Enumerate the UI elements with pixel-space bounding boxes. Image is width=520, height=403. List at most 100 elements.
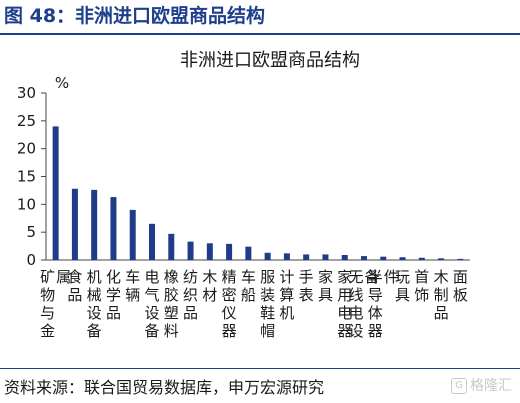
category-label-char: 学 (106, 286, 121, 304)
category-label-char: 料 (164, 322, 179, 340)
category-label-char: 表 (299, 286, 314, 304)
category-label: 纺织品 (183, 268, 198, 322)
bar (245, 246, 252, 260)
category-label-char: 无 (348, 268, 363, 286)
category-label-char: 金 (40, 322, 55, 340)
category-label-char: 计 (279, 268, 294, 286)
category-label-char: 矿 (40, 268, 55, 286)
category-label-char: 器 (368, 322, 383, 340)
category-label-char: 食 (67, 268, 82, 286)
category-label-char: 帽 (260, 322, 275, 340)
category-label-char: 设 (348, 322, 363, 340)
category-label-char: 体 (368, 304, 383, 322)
axis-layer: 0 5 10 15 20 25 30 (17, 84, 470, 269)
y-tick-label: 0 (26, 251, 36, 269)
category-label: 食品 (67, 268, 82, 304)
category-label: 计算机 (279, 268, 294, 322)
category-label-char: 品 (434, 304, 449, 322)
figure-title: 图 48：非洲进口欧盟商品结构 (4, 5, 266, 27)
category-label-char: 具 (318, 286, 333, 304)
category-label-char: 化 (106, 268, 121, 286)
watermark-logo-icon: G (451, 378, 467, 394)
category-label-char: 器 (337, 322, 352, 340)
category-label-char: 属 (56, 268, 71, 286)
category-label-char: 器 (222, 322, 237, 340)
category-label-char: 物 (40, 286, 55, 304)
watermark: G 格隆汇 (451, 375, 512, 395)
category-label-char: 服 (260, 268, 275, 286)
category-label: 家具 (318, 268, 333, 304)
category-label-char: 导 (368, 286, 383, 304)
category-label-char: 电 (144, 268, 159, 286)
category-label-char: 与 (40, 304, 55, 322)
category-label-layer: 矿物与金属食品机械设备化学品车辆电气设备橡胶塑料纺织品木材精密仪器车船服装鞋帽计… (40, 268, 468, 340)
bar (226, 243, 233, 260)
y-tick-label: 15 (17, 168, 36, 186)
bar (71, 188, 78, 260)
category-label-char: 电 (348, 304, 363, 322)
category-label-char: 胶 (164, 286, 179, 304)
bar (206, 243, 213, 260)
bar (283, 253, 290, 260)
category-label-char: 织 (183, 286, 198, 304)
category-label-char: 品 (106, 304, 121, 322)
category-label: 手表 (299, 268, 314, 304)
category-label-char: 家 (318, 268, 333, 286)
y-tick-label: 5 (26, 223, 36, 241)
category-label-char: 线 (348, 286, 363, 304)
category-label-char: 装 (260, 286, 275, 304)
y-tick-label: 30 (17, 84, 36, 102)
category-label-char: 品 (67, 286, 82, 304)
y-tick-label: 25 (17, 112, 36, 130)
watermark-text: 格隆汇 (470, 378, 512, 394)
bar (457, 258, 464, 260)
bar (110, 197, 117, 260)
bar (438, 258, 445, 260)
category-label-char: 鞋 (260, 304, 275, 322)
category-label-char: 塑 (164, 304, 179, 322)
bar (91, 189, 98, 260)
category-label: 化学品 (106, 268, 121, 322)
category-label-char: 车 (241, 268, 256, 286)
category-label: 车辆 (125, 268, 140, 304)
category-label-char: 制 (434, 286, 449, 304)
category-label-char: 木 (202, 268, 217, 286)
category-label-char: 船 (241, 286, 256, 304)
category-label: 木制品 (434, 268, 449, 322)
category-label-char: 算 (279, 286, 294, 304)
category-label-char: 半 (368, 268, 383, 286)
category-label-char: 电 (337, 304, 352, 322)
y-tick-label: 20 (17, 140, 36, 158)
category-label-char: 设 (144, 304, 159, 322)
source-rule (0, 368, 520, 369)
y-axis-unit: % (55, 74, 69, 92)
bar (187, 241, 194, 260)
category-label-char: 备 (87, 322, 102, 340)
category-label-char: 玩 (395, 268, 410, 286)
bar (361, 256, 367, 260)
category-label-char: 件 (384, 268, 399, 286)
bar (418, 257, 425, 260)
bar (380, 256, 387, 260)
category-label-char: 气 (144, 286, 159, 304)
category-label-char: 具 (395, 286, 410, 304)
bar (52, 126, 59, 261)
category-label-char: 备 (364, 268, 379, 286)
category-label-char: 纺 (183, 268, 198, 286)
category-label: 木材 (202, 268, 217, 304)
category-label-char: 品 (183, 304, 198, 322)
bar (341, 254, 348, 260)
bar (168, 233, 175, 260)
category-label-char: 设 (87, 304, 102, 322)
category-label-char: 手 (299, 268, 314, 286)
category-label-char: 密 (222, 286, 237, 304)
bar (399, 257, 406, 260)
